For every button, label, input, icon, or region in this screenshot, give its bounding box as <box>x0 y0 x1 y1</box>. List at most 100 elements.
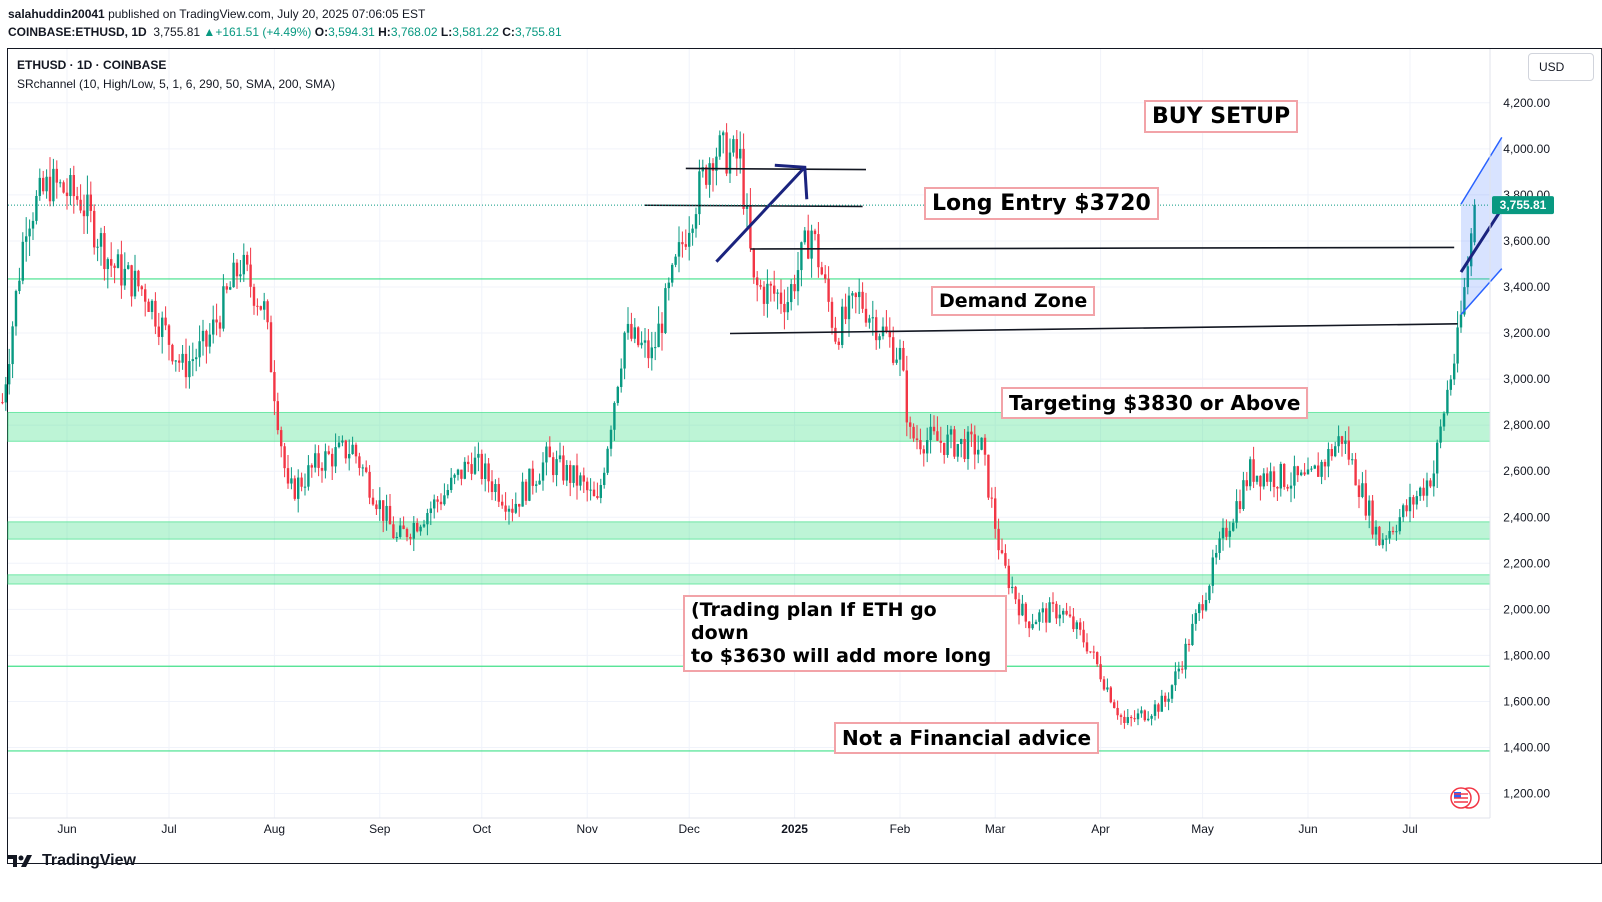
x-tick-label: Jun <box>1298 822 1317 836</box>
candle-body <box>1014 586 1017 600</box>
candle-body <box>1357 485 1361 497</box>
candle-body <box>868 318 871 323</box>
candle-body <box>1225 527 1228 537</box>
candle-body <box>446 490 449 496</box>
candle-body <box>222 286 225 329</box>
candle-body <box>1463 287 1466 315</box>
candle-body <box>1038 612 1041 622</box>
candle-body <box>688 232 691 247</box>
candle-body <box>120 254 123 286</box>
disclaimer-label: Not a Financial advice <box>834 722 1100 754</box>
candle-body <box>718 135 721 157</box>
candle-body <box>1007 565 1010 589</box>
tradingview-brand[interactable]: TradingView <box>8 852 136 870</box>
y-tick-label: 3,400.00 <box>1503 280 1550 294</box>
candle-body <box>943 442 946 455</box>
candle-body <box>317 453 320 468</box>
candle-body <box>898 347 902 360</box>
candle-body <box>1106 687 1109 690</box>
candle-body <box>1075 622 1078 630</box>
candle-body <box>460 469 463 479</box>
candle-body <box>1157 704 1160 712</box>
candle-body <box>123 268 126 286</box>
candle-body <box>892 337 895 363</box>
candle-body <box>42 177 45 192</box>
candle-body <box>558 455 562 460</box>
candle-body <box>851 293 854 296</box>
candle-body <box>69 174 72 197</box>
candle-body <box>392 524 395 539</box>
candle-body <box>1347 440 1350 460</box>
trend-arrow-head-icon <box>774 163 809 200</box>
y-tick-label: 2,600.00 <box>1503 464 1550 478</box>
candle-body <box>191 359 194 362</box>
candle-body <box>552 457 555 476</box>
high-value: 3,768.02 <box>390 25 438 39</box>
candle-body <box>1031 624 1034 629</box>
y-tick-label: 1,600.00 <box>1503 694 1550 708</box>
candle-body <box>837 341 840 345</box>
candle-body <box>164 317 167 326</box>
y-tick-label: 2,000.00 <box>1503 602 1550 616</box>
candle-body <box>1374 526 1378 535</box>
candle-body <box>443 495 446 505</box>
candle-body <box>973 434 976 455</box>
candle-body <box>249 264 252 287</box>
candle-body <box>290 478 293 484</box>
candle-body <box>800 242 803 271</box>
chart-legend-title[interactable]: ETHUSD · 1D · COINBASE <box>17 58 167 72</box>
candle-body <box>994 498 997 529</box>
sr-zone <box>7 574 1491 585</box>
close-value: 3,755.81 <box>514 25 562 39</box>
candle-body <box>409 537 412 539</box>
indicator-legend[interactable]: SRchannel (10, High/Low, 5, 1, 6, 290, 5… <box>17 77 336 91</box>
candle-body <box>494 484 497 493</box>
candle-body <box>1272 471 1276 488</box>
candle-body <box>93 210 96 248</box>
currency-selector[interactable]: USD <box>1528 53 1594 81</box>
candle-body <box>1456 327 1459 364</box>
candle-body <box>467 461 470 465</box>
candle-body <box>630 323 633 339</box>
candle-body <box>150 300 154 312</box>
candle-body <box>1412 497 1415 505</box>
y-tick-label: 1,400.00 <box>1503 741 1550 755</box>
candle-body <box>1419 487 1422 497</box>
candle-body <box>1011 586 1014 589</box>
candle-body <box>793 284 796 292</box>
candle-body <box>1170 685 1174 699</box>
candle-body <box>48 176 52 202</box>
candle-body <box>188 361 191 378</box>
candle-body <box>966 431 970 460</box>
candle-body <box>25 236 28 242</box>
candle-body <box>127 265 130 269</box>
candle-body <box>521 481 524 507</box>
candle-body <box>361 467 364 469</box>
candle-body <box>1191 623 1194 646</box>
candle-body <box>983 437 987 455</box>
candle-body <box>1466 266 1469 288</box>
candle-body <box>21 241 24 281</box>
candle-body <box>922 449 925 454</box>
candle-body <box>280 430 283 447</box>
candle-body <box>596 496 599 498</box>
us-flag-canton <box>1454 792 1461 798</box>
candle-body <box>518 503 521 507</box>
candle-body <box>205 330 208 347</box>
candle-body <box>909 422 912 427</box>
candle-body <box>487 463 490 482</box>
candle-body <box>1436 442 1439 474</box>
candle-body <box>371 497 375 505</box>
candle-body <box>613 402 616 430</box>
candle-body <box>1130 717 1133 719</box>
candle-body <box>987 454 990 498</box>
candle-body <box>334 447 337 467</box>
low-label: L: <box>440 25 453 39</box>
candle-body <box>1079 622 1082 630</box>
candle-body <box>484 463 487 479</box>
candle-body <box>310 465 313 468</box>
candle-body <box>1194 613 1197 624</box>
candle-body <box>660 323 664 333</box>
candle-body <box>582 475 585 482</box>
